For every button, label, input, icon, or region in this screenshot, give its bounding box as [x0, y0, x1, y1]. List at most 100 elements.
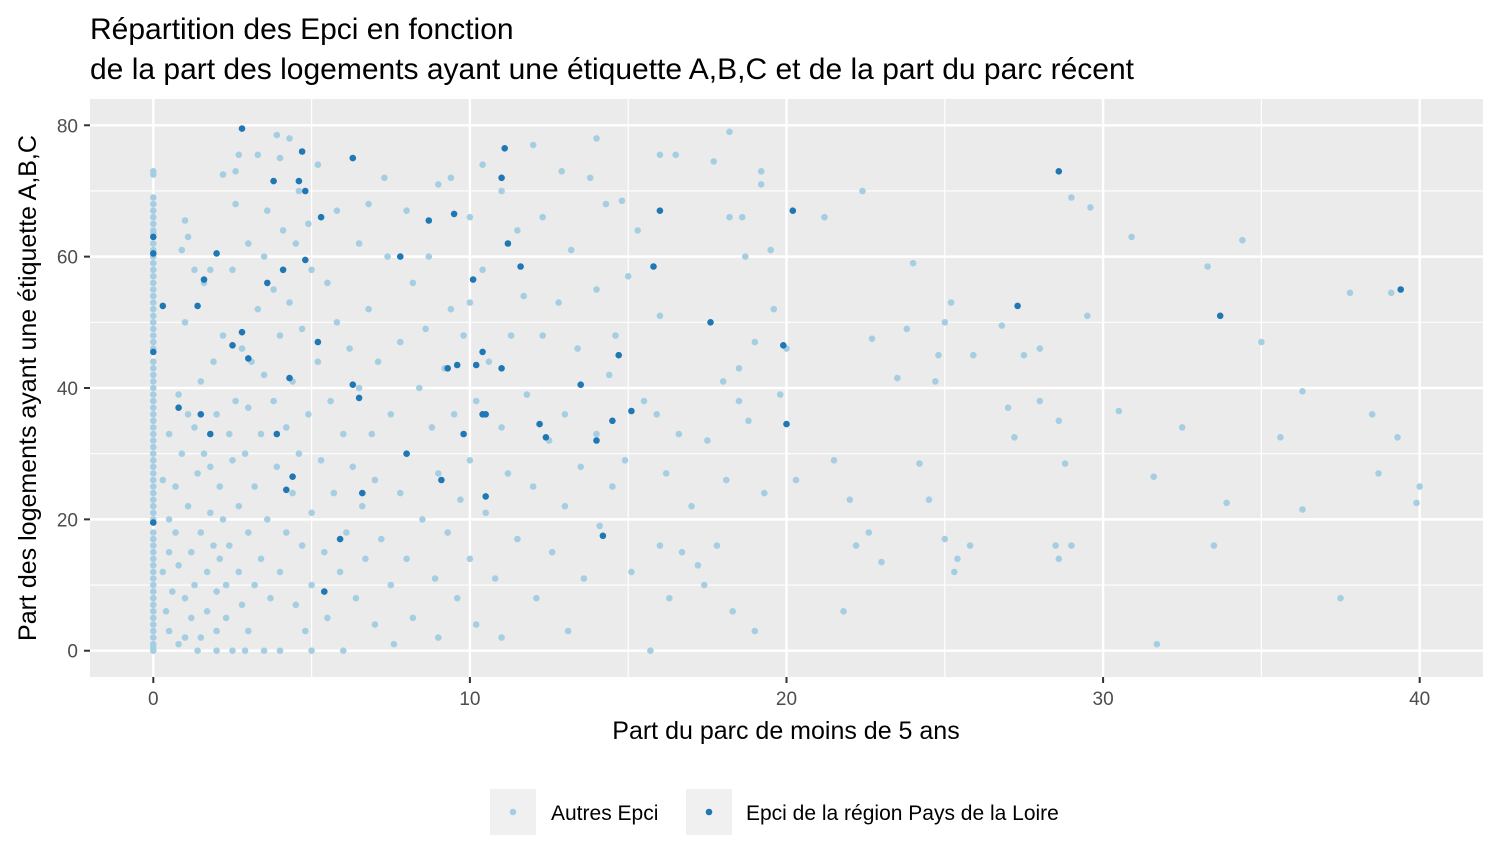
- data-point: [374, 358, 382, 366]
- data-point: [548, 548, 556, 556]
- data-point: [175, 404, 182, 412]
- data-point: [254, 151, 262, 159]
- data-point: [1014, 302, 1021, 310]
- data-point: [150, 279, 157, 287]
- data-point: [846, 496, 854, 504]
- data-point: [409, 279, 417, 287]
- data-point: [472, 397, 480, 405]
- data-point: [1055, 168, 1063, 175]
- data-point: [612, 332, 619, 339]
- data-point: [362, 555, 369, 563]
- data-point: [175, 391, 182, 398]
- data-point: [558, 168, 565, 175]
- data-point: [593, 135, 600, 142]
- data-point: [298, 325, 306, 333]
- x-axis-title: Part du parc de moins de 5 ans: [612, 717, 959, 745]
- data-point: [238, 328, 246, 336]
- data-point: [498, 634, 505, 641]
- data-point: [792, 476, 800, 484]
- data-point: [264, 516, 271, 523]
- data-point: [783, 420, 790, 428]
- data-point: [593, 430, 600, 438]
- data-point: [203, 608, 211, 615]
- data-point: [175, 640, 182, 648]
- legend-label: Epci de la région Pays de la Loire: [746, 802, 1059, 825]
- data-point: [245, 404, 252, 412]
- data-point: [273, 131, 281, 139]
- data-point: [1068, 542, 1075, 549]
- data-point: [295, 177, 303, 185]
- data-point: [150, 292, 157, 300]
- data-point: [419, 516, 426, 523]
- data-point: [238, 601, 246, 609]
- data-point: [555, 299, 562, 306]
- data-point: [719, 378, 727, 385]
- data-point: [640, 397, 648, 405]
- data-point: [466, 555, 474, 563]
- data-point: [150, 457, 157, 464]
- data-point: [745, 417, 752, 425]
- data-point: [397, 253, 404, 260]
- data-point: [314, 161, 322, 168]
- data-point: [150, 411, 157, 418]
- data-point: [213, 250, 220, 257]
- data-point: [564, 627, 572, 635]
- data-point: [482, 411, 490, 418]
- x-tick-label: 40: [1409, 689, 1430, 710]
- data-point: [317, 457, 325, 464]
- data-point: [162, 608, 170, 615]
- data-point: [308, 266, 315, 274]
- data-point: [150, 476, 157, 484]
- data-point: [878, 558, 885, 566]
- data-point: [770, 305, 778, 313]
- data-point: [903, 325, 911, 333]
- data-point: [150, 489, 157, 497]
- data-point: [150, 348, 157, 356]
- data-point: [286, 299, 293, 306]
- data-point: [479, 348, 486, 356]
- data-point: [150, 424, 157, 431]
- series-autres-epci: [150, 128, 1423, 654]
- data-point: [742, 253, 749, 260]
- data-point: [279, 266, 287, 274]
- data-point: [403, 555, 410, 563]
- data-point: [150, 286, 157, 293]
- data-point: [678, 548, 686, 556]
- data-point: [656, 312, 664, 320]
- data-point: [479, 161, 486, 168]
- data-point: [539, 213, 546, 221]
- data-point: [656, 151, 664, 159]
- data-point: [165, 627, 173, 635]
- data-point: [365, 305, 372, 313]
- data-point: [207, 430, 214, 438]
- data-point: [150, 614, 157, 622]
- data-point: [482, 493, 490, 500]
- data-point: [1413, 499, 1420, 507]
- data-point: [700, 581, 708, 589]
- data-point: [656, 207, 664, 214]
- data-point: [235, 151, 243, 159]
- y-tick-label: 20: [57, 510, 78, 531]
- data-point: [150, 332, 157, 339]
- data-point: [245, 355, 252, 362]
- data-point: [305, 411, 312, 418]
- data-point: [150, 430, 157, 438]
- data-point: [431, 575, 439, 582]
- data-point: [270, 177, 277, 185]
- data-point: [662, 470, 670, 477]
- data-point: [609, 483, 616, 490]
- data-point: [150, 240, 157, 247]
- data-point: [507, 332, 515, 339]
- data-point: [457, 496, 464, 504]
- data-point: [150, 319, 157, 326]
- data-point: [235, 502, 243, 510]
- data-point: [257, 555, 265, 563]
- legend-item: Autres Epci: [490, 789, 658, 835]
- data-point: [191, 581, 198, 589]
- data-point: [197, 378, 205, 385]
- data-point: [159, 302, 167, 310]
- data-point: [286, 135, 293, 142]
- data-point: [349, 463, 357, 471]
- data-point: [251, 581, 258, 589]
